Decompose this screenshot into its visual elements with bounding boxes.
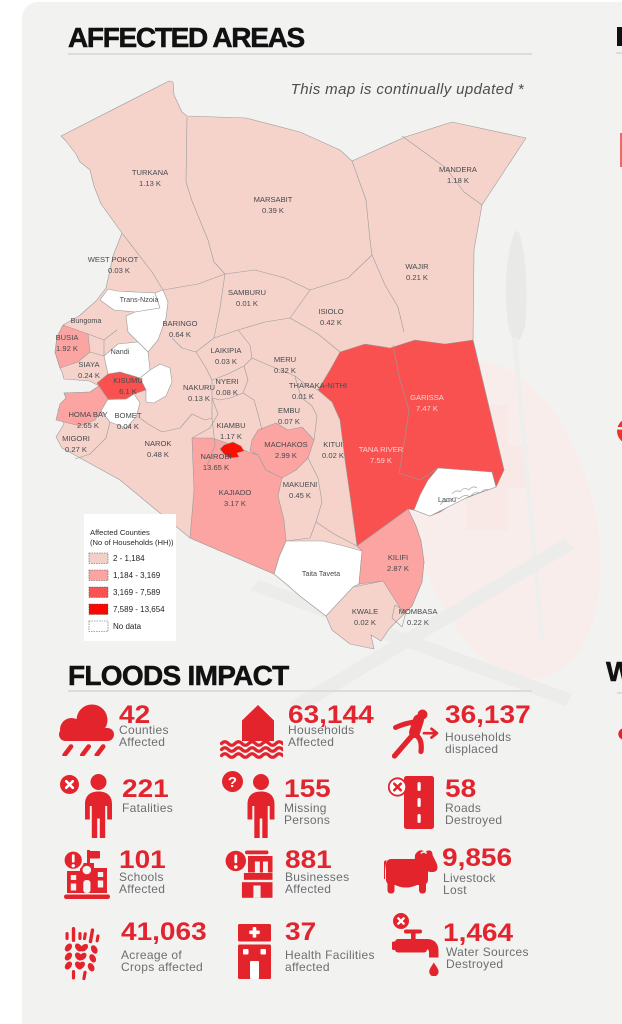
svg-text:1.18 K: 1.18 K bbox=[447, 176, 469, 185]
svg-text:0.02 K: 0.02 K bbox=[322, 451, 344, 460]
svg-text:MOMBASA: MOMBASA bbox=[399, 607, 439, 616]
svg-text:0.39 K: 0.39 K bbox=[262, 206, 284, 215]
svg-text:BOMET: BOMET bbox=[114, 411, 141, 420]
svg-text:EMBU: EMBU bbox=[278, 406, 300, 415]
svg-text:MACHAKOS: MACHAKOS bbox=[264, 440, 307, 449]
svg-text:7,589 - 13,654: 7,589 - 13,654 bbox=[113, 605, 165, 614]
svg-text:7.47 K: 7.47 K bbox=[416, 404, 438, 413]
svg-text:HOMA BAY: HOMA BAY bbox=[68, 410, 107, 419]
svg-text:6.1 K: 6.1 K bbox=[119, 387, 137, 396]
svg-text:2.87 K: 2.87 K bbox=[387, 564, 409, 573]
svg-text:0.45 K: 0.45 K bbox=[289, 491, 311, 500]
svg-text:MANDERA: MANDERA bbox=[439, 165, 478, 174]
svg-text:No data: No data bbox=[113, 622, 142, 631]
svg-text:KWALE: KWALE bbox=[352, 607, 378, 616]
svg-text:0.64 K: 0.64 K bbox=[169, 330, 191, 339]
svg-text:1.13 K: 1.13 K bbox=[139, 179, 161, 188]
svg-text:0.24 K: 0.24 K bbox=[78, 371, 100, 380]
svg-text:0.03 K: 0.03 K bbox=[215, 357, 237, 366]
svg-text:0.01 K: 0.01 K bbox=[236, 299, 258, 308]
svg-text:0.21 K: 0.21 K bbox=[406, 273, 428, 282]
svg-text:2 - 1,184: 2 - 1,184 bbox=[113, 554, 145, 563]
svg-text:Taita Taveta: Taita Taveta bbox=[302, 569, 340, 578]
svg-text:1.17 K: 1.17 K bbox=[220, 432, 242, 441]
svg-text:NAKURU: NAKURU bbox=[183, 383, 215, 392]
svg-text:MARSABIT: MARSABIT bbox=[254, 195, 293, 204]
svg-text:0.27 K: 0.27 K bbox=[65, 445, 87, 454]
svg-text:0.07 K: 0.07 K bbox=[278, 417, 300, 426]
svg-text:KISUMU: KISUMU bbox=[113, 376, 143, 385]
svg-text:1,184 - 3,169: 1,184 - 3,169 bbox=[113, 571, 161, 580]
svg-text:Bungoma: Bungoma bbox=[71, 316, 102, 325]
svg-text:3.17 K: 3.17 K bbox=[224, 499, 246, 508]
svg-text:0.22 K: 0.22 K bbox=[407, 618, 429, 627]
svg-text:GARISSA: GARISSA bbox=[410, 393, 445, 402]
svg-text:TURKANA: TURKANA bbox=[132, 168, 169, 177]
svg-text:NYERI: NYERI bbox=[215, 377, 238, 386]
svg-text:KITUI: KITUI bbox=[323, 440, 342, 449]
svg-text:KILIFI: KILIFI bbox=[388, 553, 408, 562]
svg-text:1.92 K: 1.92 K bbox=[56, 344, 78, 353]
svg-text:0.01 K: 0.01 K bbox=[292, 392, 314, 401]
svg-text:0.04 K: 0.04 K bbox=[117, 422, 139, 431]
svg-text:0.02 K: 0.02 K bbox=[354, 618, 376, 627]
svg-text:KAJIADO: KAJIADO bbox=[219, 488, 252, 497]
svg-text:THARAKA-NITHI: THARAKA-NITHI bbox=[289, 381, 347, 390]
svg-text:MAKUENI: MAKUENI bbox=[283, 480, 318, 489]
svg-text:0.08 K: 0.08 K bbox=[216, 388, 238, 397]
svg-text:2.65 K: 2.65 K bbox=[77, 421, 99, 430]
svg-text:Nandi: Nandi bbox=[111, 347, 130, 356]
svg-text:Trans-Nzoia: Trans-Nzoia bbox=[120, 295, 159, 304]
svg-text:13.65 K: 13.65 K bbox=[203, 463, 229, 472]
svg-text:7.59 K: 7.59 K bbox=[370, 456, 392, 465]
svg-text:0.13 K: 0.13 K bbox=[188, 394, 210, 403]
svg-text:BUSIA: BUSIA bbox=[56, 333, 80, 342]
svg-text:MERU: MERU bbox=[274, 355, 296, 364]
svg-text:?: ? bbox=[228, 774, 237, 791]
svg-text:0.48 K: 0.48 K bbox=[147, 450, 169, 459]
svg-text:LAIKIPIA: LAIKIPIA bbox=[211, 346, 243, 355]
svg-text:MIGORI: MIGORI bbox=[62, 434, 90, 443]
svg-text:BARINGO: BARINGO bbox=[162, 319, 197, 328]
svg-text:Lamu: Lamu bbox=[438, 495, 456, 504]
svg-text:SAMBURU: SAMBURU bbox=[228, 288, 266, 297]
svg-text:KIAMBU: KIAMBU bbox=[216, 421, 245, 430]
svg-text:SIAYA: SIAYA bbox=[78, 360, 100, 369]
svg-text:0.32 K: 0.32 K bbox=[274, 366, 296, 375]
svg-text:0.42 K: 0.42 K bbox=[320, 318, 342, 327]
svg-text:0.03 K: 0.03 K bbox=[108, 266, 130, 275]
svg-text:WAJIR: WAJIR bbox=[405, 262, 429, 271]
svg-text:WEST POKOT: WEST POKOT bbox=[88, 255, 139, 264]
svg-text:2.99 K: 2.99 K bbox=[275, 451, 297, 460]
svg-text:NAIROBI: NAIROBI bbox=[200, 452, 231, 461]
svg-text:ISIOLO: ISIOLO bbox=[318, 307, 343, 316]
svg-text:3,169 - 7,589: 3,169 - 7,589 bbox=[113, 588, 161, 597]
svg-text:TANA RIVER: TANA RIVER bbox=[359, 445, 404, 454]
svg-text:NAROK: NAROK bbox=[144, 439, 171, 448]
